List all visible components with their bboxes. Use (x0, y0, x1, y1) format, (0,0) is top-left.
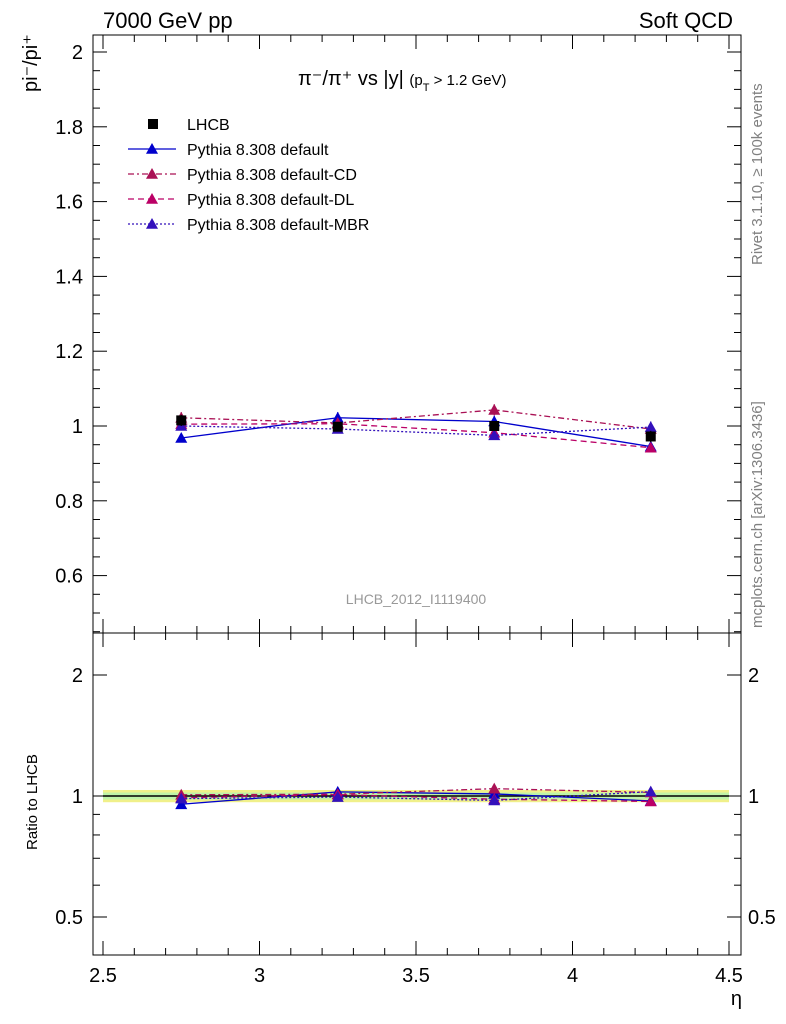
axis-ticks (93, 35, 741, 955)
x-tick-label: 4 (567, 965, 578, 987)
series-1-point (488, 403, 501, 415)
series-2-point (644, 441, 657, 453)
series-0-ratio-line (181, 791, 651, 805)
y-tick-label-bottom: 1 (72, 786, 83, 808)
series-0-line (181, 417, 651, 448)
y-tick-label-top: 0.8 (55, 491, 83, 513)
legend-marker-2 (146, 193, 158, 204)
legend-label-3: Pythia 8.308 default-MBR (187, 217, 369, 234)
series-2-line (181, 423, 651, 449)
series-3-point (488, 429, 501, 441)
title-main: π⁻/π⁺ vs |y| (298, 68, 404, 90)
analysis-watermark: LHCB_2012_I1119400 (346, 591, 487, 607)
data-point (176, 415, 187, 426)
y-tick-label-top: 1 (72, 416, 83, 438)
y-tick-label-top: 1.4 (55, 266, 83, 288)
data-point (332, 421, 343, 432)
title-cut-sub: T (423, 82, 430, 94)
bottom-panel-frame (92, 632, 742, 956)
legend-label-0: Pythia 8.308 default (187, 142, 329, 159)
chart-title: π⁻/π⁺ vs |y| (pT > 1.2 GeV) (298, 68, 507, 94)
x-tick-label: 3.5 (402, 965, 430, 987)
title-cut: (p (409, 72, 422, 89)
y-tick-label-top: 1.2 (55, 341, 83, 363)
legend-label-2: Pythia 8.308 default-DL (187, 192, 354, 209)
y-tick-label-bottom: 0.5 (55, 907, 83, 929)
x-tick-label: 3 (254, 965, 265, 987)
data-point (645, 431, 656, 442)
x-tick-label: 4.5 (715, 965, 743, 987)
series-0-ratio-point (175, 798, 188, 810)
series-3-ratio-point (488, 794, 501, 806)
series-1-line (181, 409, 651, 430)
ratio-uncertainty-band (103, 789, 729, 803)
series-1-ratio-point (488, 782, 501, 794)
y-axis-label-bottom: Ratio to LHCB (24, 754, 41, 850)
legend: LHCB Pythia 8.308 default Pythia 8.308 def… (128, 117, 369, 234)
legend-marker-3 (146, 218, 158, 229)
series-0-point (175, 431, 188, 443)
x-axis-label: η (731, 988, 742, 1010)
series-3-point (644, 421, 657, 432)
title-cut-rest: > 1.2 GeV) (429, 72, 506, 89)
legend-marker-0 (146, 143, 158, 154)
y-tick-label-top: 1.6 (55, 192, 83, 214)
mcplots-label: mcplots.cern.ch [arXiv:1306.3436] (749, 401, 766, 628)
legend-marker-data (148, 119, 158, 129)
x-tick-label: 2.5 (89, 965, 117, 987)
y-tick-label-top: 2 (72, 42, 83, 64)
y-tick-label-top: 1.8 (55, 117, 83, 139)
series-2-ratio-point (644, 795, 657, 807)
axis-tick-labels: 2.5 3 3.5 4 4.5 0.6 0.8 1 1.2 1.4 1.6 1.8 2 0.5 0.5 1 1 2… (55, 42, 776, 987)
y-axis-label-top: pi⁻/pi⁺ (20, 34, 42, 92)
rivet-label: Rivet 3.1.10, ≥ 100k events (749, 83, 766, 265)
y-tick-label-bottom-right: 1 (748, 786, 759, 808)
series-3-ratio-point (644, 785, 657, 797)
y-tick-label-bottom-right: 2 (748, 665, 759, 687)
y-tick-label-bottom: 2 (72, 665, 83, 687)
series-3-ratio-point (175, 792, 188, 804)
series-1-ratio-line (181, 788, 651, 796)
series-3-ratio-point (331, 791, 344, 802)
header-right: Soft QCD (639, 8, 733, 33)
series-2-ratio-line (181, 793, 651, 803)
y-tick-label-bottom-right: 0.5 (748, 907, 776, 929)
y-tick-label-top: 0.6 (55, 566, 83, 588)
legend-label-1: Pythia 8.308 default-CD (187, 167, 357, 184)
data-point (489, 421, 500, 431)
header-left: 7000 GeV pp (103, 8, 233, 33)
bottom-panel-series (175, 782, 657, 810)
legend-label-data: LHCB (187, 117, 230, 134)
legend-marker-1 (146, 168, 158, 179)
series-3-line (181, 425, 651, 437)
top-panel-series (175, 403, 657, 453)
